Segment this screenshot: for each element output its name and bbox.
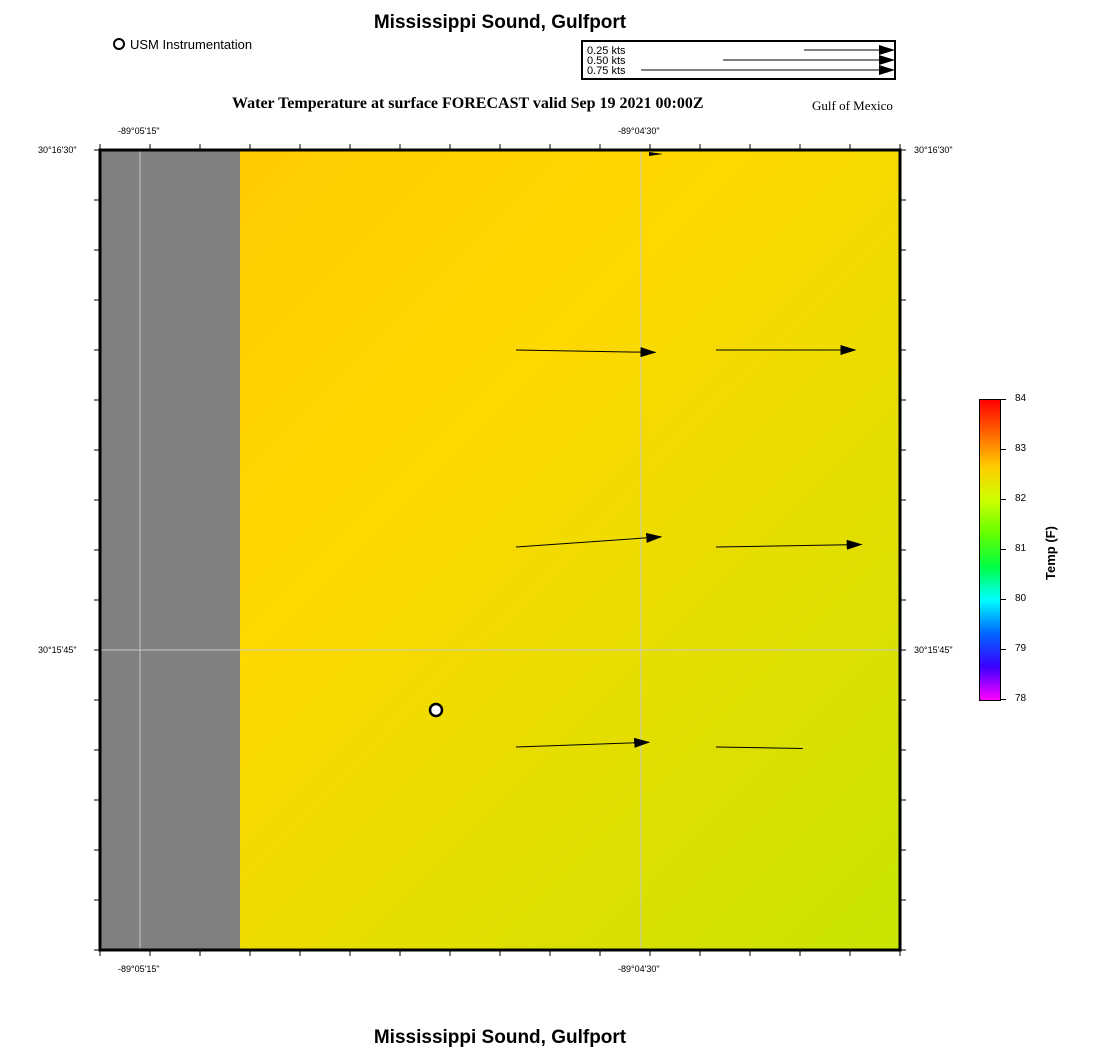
current-vector [515,532,663,548]
colorbar-tick-label: 81 [1015,543,1027,554]
colorbar-tick-mark [1001,699,1006,700]
usm-marker-legend-icon [113,38,125,50]
lat-label-left-2: 30°15'45" [38,645,77,655]
forecast-subtitle: Water Temperature at surface FORECAST va… [232,95,704,112]
colorbar-title: Temp (F) [1043,526,1058,580]
region-label: Gulf of Mexico [812,98,893,113]
colorbar-tick-mark [1001,599,1006,600]
colorbar-tick-label: 82 [1015,493,1027,504]
current-vector [715,746,803,749]
current-vector [515,347,657,358]
colorbar [979,399,1001,701]
vector-scale-box: 0.25 kts 0.50 kts 0.75 kts [581,40,896,80]
scale-label-050: 0.50 kts [587,55,626,67]
lon-label-bottom-1: -89°05'15" [118,964,160,974]
current-vector-top-partial [649,152,663,156]
colorbar-tick-mark [1001,549,1006,550]
usm-legend-label: USM Instrumentation [130,37,253,52]
lat-label-right-2: 30°15'45" [914,645,953,655]
colorbar-tick-mark [1001,449,1006,450]
colorbar-tick-label: 83 [1015,443,1027,454]
colorbar-tick-label: 84 [1015,393,1027,404]
current-vector [515,737,651,748]
lon-label-top-2: -89°04'30" [618,126,660,136]
map-canvas[interactable] [90,140,912,960]
colorbar-tick-label: 80 [1015,593,1027,604]
colorbar-tick-label: 79 [1015,643,1027,654]
usm-station-marker[interactable] [428,702,444,718]
footer-title: Mississippi Sound, Gulfport [373,1027,627,1048]
axis-ticks [94,144,906,956]
scale-label-025: 0.25 kts [587,45,626,57]
colorbar-tick-label: 78 [1015,693,1027,704]
map-title: Mississippi Sound, Gulfport [373,12,627,33]
scale-label-075: 0.75 kts [587,65,626,77]
current-vector [715,539,863,550]
colorbar-tick-mark [1001,499,1006,500]
land-area [100,150,240,950]
lon-label-top-1: -89°05'15" [118,126,160,136]
current-vectors [515,345,863,749]
colorbar-tick-mark [1001,399,1006,400]
colorbar-tick-mark [1001,649,1006,650]
lat-label-right-1: 30°16'30" [914,145,953,155]
lon-label-bottom-2: -89°04'30" [618,964,660,974]
lat-label-left-1: 30°16'30" [38,145,77,155]
scale-arrows [641,45,895,75]
